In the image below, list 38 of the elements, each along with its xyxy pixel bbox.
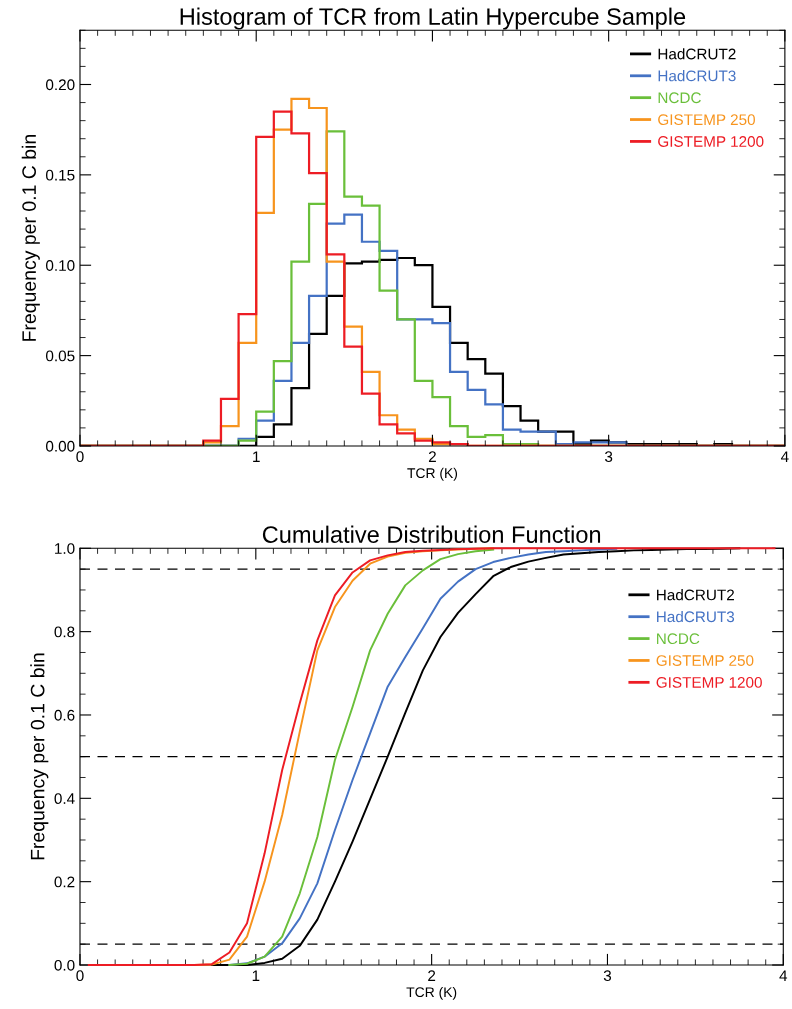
legend-label: GISTEMP 250	[656, 655, 754, 666]
y-axis-title: Frequency per 0.1 C bin	[21, 135, 40, 341]
y-tick-label: 0.10	[46, 260, 75, 271]
x-axis-title: TCR (K)	[407, 467, 458, 481]
legend-label: GISTEMP 250	[658, 114, 755, 126]
legend-label: HadCRUT2	[657, 589, 734, 601]
y-tick-label: 0.00	[46, 440, 75, 452]
y-tick-label: 0.05	[46, 350, 75, 362]
legend-label: HadCRUT3	[657, 610, 735, 623]
legend-label: NCDC	[657, 633, 700, 645]
legend-label: GISTEMP 1200	[658, 136, 764, 147]
x-tick-label: 3	[604, 451, 613, 463]
legend-label: HadCRUT3	[658, 70, 736, 82]
x-tick-label: 2	[428, 970, 436, 981]
legend-label: HadCRUT2	[658, 48, 736, 60]
x-tick-label: 2	[428, 451, 436, 462]
y-tick-label: 0.20	[46, 79, 75, 91]
y-tick-label: 0.15	[46, 169, 75, 181]
y-tick-label: 0.2	[54, 876, 75, 888]
line-series	[87, 547, 776, 966]
chart-title: Histogram of TCR from Latin Hypercube Sample	[180, 7, 686, 30]
x-tick-label: 0	[76, 970, 84, 982]
legend-label: NCDC	[658, 92, 701, 104]
x-tick-label: 3	[603, 970, 612, 982]
chart-title: Cumulative Distribution Function	[262, 525, 601, 543]
y-tick-label: 0.0	[54, 959, 75, 971]
x-axis-title: TCR (K)	[406, 986, 457, 1000]
x-tick-label: 0	[76, 451, 84, 463]
x-tick-label: 1	[253, 451, 260, 462]
x-tick-label: 1	[252, 970, 260, 981]
x-tick-label: 4	[780, 451, 789, 462]
y-tick-label: 0.8	[54, 626, 75, 638]
x-tick-label: 4	[779, 970, 788, 981]
y-tick-label: 0.6	[54, 709, 75, 721]
y-axis-title: Frequency per 0.1 C bin	[30, 653, 49, 860]
y-tick-label: 1.0	[55, 543, 75, 554]
y-tick-label: 0.4	[54, 793, 75, 805]
legend-label: GISTEMP 1200	[656, 677, 762, 688]
